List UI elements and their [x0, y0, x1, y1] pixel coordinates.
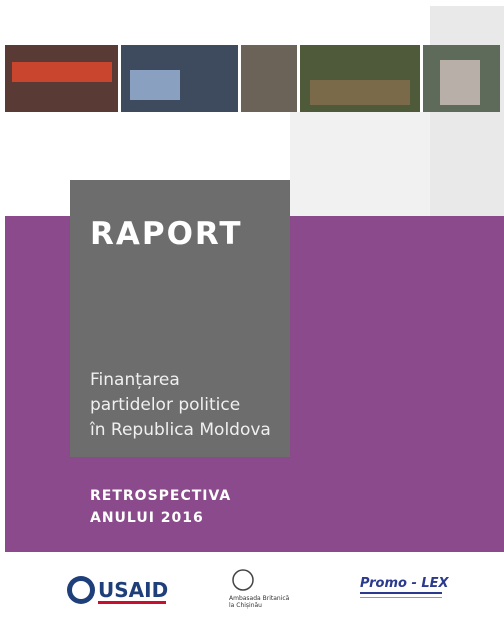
photo-detail [130, 70, 180, 100]
usaid-text: USAID [98, 578, 168, 602]
title-box [70, 180, 290, 457]
promolex-logo: Promo - LEX [360, 576, 450, 598]
promolex-line [360, 597, 442, 598]
subtitle-line: partidelor politice [90, 395, 240, 415]
usaid-logo: USAID [67, 576, 168, 604]
photo-detail [12, 62, 112, 82]
photo-detail [310, 80, 410, 105]
photo [241, 45, 297, 112]
usaid-seal-inner [72, 581, 90, 599]
title: RAPORT [90, 216, 243, 252]
photo-strip [5, 45, 500, 112]
gray-block [290, 112, 430, 216]
retrospective-line: RETROSPECTIVA [90, 488, 231, 504]
retrospective-line: ANULUI 2016 [90, 510, 204, 526]
embassy-logo: Ambasada Britanică la Chișinău [229, 569, 290, 609]
promolex-text: Promo - LEX [360, 576, 450, 591]
usaid-bar [98, 601, 166, 604]
embassy-text: Ambasada Britanică [229, 595, 290, 602]
embassy-crest [232, 569, 254, 591]
promolex-line [360, 592, 442, 594]
embassy-text: la Chișinău [229, 602, 262, 609]
subtitle-line: în Republica Moldova [89, 420, 271, 440]
photo-detail [440, 60, 480, 105]
subtitle-line: Finanțarea [90, 370, 180, 390]
